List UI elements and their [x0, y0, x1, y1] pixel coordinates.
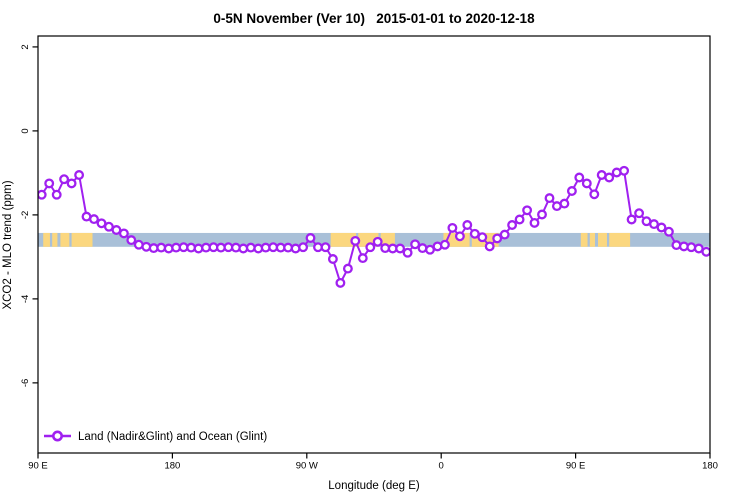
data-point	[537, 209, 547, 220]
x-tick-label: 90 E	[28, 461, 48, 472]
data-point	[574, 172, 585, 183]
data-point	[626, 214, 637, 225]
x-tick-label: 0	[439, 461, 444, 472]
map-band-land-segment	[43, 232, 50, 247]
x-axis-label: Longitude (deg E)	[328, 480, 420, 492]
x-tick-label: 180	[702, 461, 718, 472]
data-point	[74, 170, 85, 180]
data-point	[581, 178, 592, 189]
data-point	[484, 241, 495, 252]
data-point	[439, 239, 450, 250]
data-point	[305, 233, 316, 243]
data-point	[514, 214, 525, 225]
map-band-land-segment	[52, 232, 58, 247]
data-point	[454, 231, 465, 242]
data-point	[126, 235, 137, 246]
data-point	[103, 221, 114, 232]
data-point	[96, 218, 107, 229]
map-band-land-segment	[60, 232, 70, 247]
y-tick-label: -4	[20, 295, 31, 303]
data-point	[492, 233, 503, 244]
legend-marker-icon	[51, 430, 63, 442]
data-point	[701, 246, 710, 257]
chart-title: 0-5N November (Ver 10) 2015-01-01 to 202…	[213, 11, 535, 26]
data-point	[447, 222, 458, 233]
data-series	[38, 165, 710, 288]
data-point	[298, 242, 309, 253]
data-point	[529, 217, 540, 228]
data-point	[66, 178, 77, 189]
data-point	[44, 178, 55, 189]
data-point	[686, 242, 697, 253]
map-band-land-segment	[609, 232, 631, 247]
map-band-land-segment	[71, 232, 93, 247]
data-point	[357, 253, 368, 264]
data-point	[544, 193, 555, 204]
data-point	[559, 198, 570, 209]
y-axis-ticks: 2 0 -2 -4 -6	[20, 44, 38, 387]
y-tick-label: -2	[20, 211, 31, 219]
data-point	[395, 243, 406, 254]
map-band-land-segment	[589, 232, 596, 247]
data-point	[342, 263, 353, 274]
data-point	[507, 220, 518, 230]
data-point	[111, 225, 122, 235]
map-band-land-segment	[598, 232, 607, 247]
data-point	[327, 254, 338, 264]
data-point	[634, 208, 645, 219]
data-point	[89, 214, 99, 225]
data-point	[410, 239, 421, 250]
map-band-land-segment	[580, 232, 588, 247]
data-point	[320, 242, 331, 253]
x-tick-label: 90 E	[566, 461, 586, 472]
data-point	[477, 232, 488, 243]
data-point	[619, 165, 630, 176]
data-point	[656, 222, 667, 233]
data-point	[462, 220, 473, 230]
data-point	[589, 189, 600, 200]
data-point	[38, 189, 47, 200]
plot-border	[37, 35, 711, 454]
data-point	[693, 243, 704, 254]
data-point	[417, 243, 428, 254]
data-point	[59, 174, 70, 185]
data-point	[649, 219, 659, 230]
data-point	[499, 229, 510, 240]
y-tick-label: -6	[20, 379, 31, 387]
map-band-land-segment	[330, 232, 357, 247]
x-axis-ticks: 90 E 180 90 W 0 90 E 180	[28, 453, 718, 472]
data-point	[671, 240, 682, 251]
data-point	[604, 172, 615, 183]
series-line	[40, 169, 708, 284]
data-point	[51, 189, 62, 200]
data-point	[425, 244, 435, 255]
data-point	[350, 235, 361, 246]
data-point	[566, 186, 577, 196]
y-tick-label: 2	[20, 44, 31, 49]
legend-label: Land (Nadir&Glint) and Ocean (Glint)	[78, 431, 267, 443]
data-point	[118, 228, 129, 239]
y-tick-label: 0	[20, 128, 31, 133]
y-axis-label: XCO2 - MLO trend (ppm)	[2, 180, 14, 309]
data-point	[372, 236, 383, 247]
data-point	[402, 247, 413, 258]
legend: Land (Nadir&Glint) and Ocean (Glint)	[44, 430, 267, 443]
data-point	[522, 205, 533, 216]
data-point	[335, 277, 346, 288]
data-point	[365, 242, 376, 253]
data-point	[663, 226, 674, 237]
x-tick-label: 180	[164, 461, 180, 472]
x-tick-label: 90 W	[296, 461, 318, 472]
data-point	[290, 243, 301, 254]
data-point	[469, 228, 480, 239]
